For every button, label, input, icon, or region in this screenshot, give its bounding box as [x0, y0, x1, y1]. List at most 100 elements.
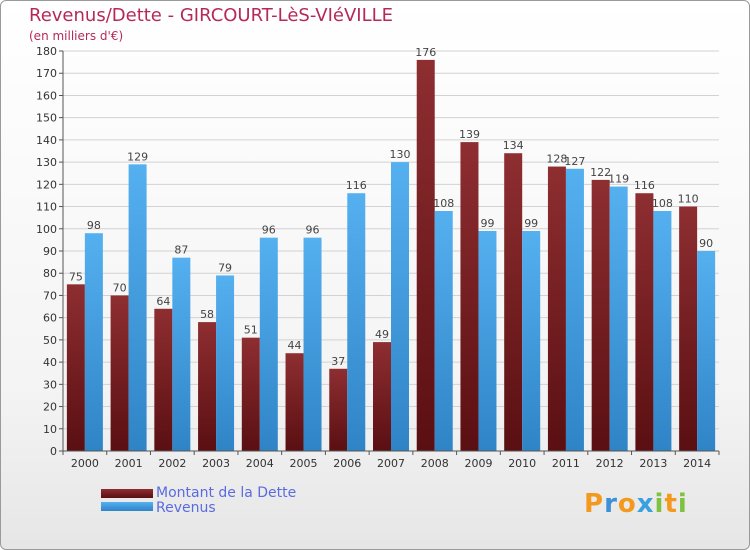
x-tick-label: 2008	[421, 457, 449, 470]
bar-revenus	[565, 168, 584, 451]
data-label-dette: 70	[113, 281, 127, 294]
bar-revenus	[347, 193, 366, 451]
legend-label-revenus: Revenus	[156, 500, 216, 516]
data-label-dette: 122	[590, 166, 611, 179]
data-label-revenus: 96	[262, 224, 276, 237]
y-tick-label: 140	[36, 134, 57, 147]
data-label-dette: 110	[678, 193, 699, 206]
y-tick-label: 30	[43, 378, 57, 391]
data-label-revenus: 130	[390, 148, 411, 161]
bar-revenus	[478, 231, 497, 451]
legend-swatch-dette	[101, 489, 153, 498]
x-tick-label: 2007	[377, 457, 405, 470]
y-tick-label: 160	[36, 89, 57, 102]
bar-dette	[241, 337, 260, 451]
y-tick-label: 90	[43, 245, 57, 258]
bar-dette	[416, 59, 435, 452]
data-label-dette: 64	[156, 295, 170, 308]
bar-dette	[154, 308, 173, 451]
legend-swatch-revenus	[101, 502, 153, 511]
x-tick-label: 2010	[508, 457, 536, 470]
x-tick-label: 2004	[246, 457, 274, 470]
proxiti-logo: Proxiti	[584, 489, 688, 519]
data-label-dette: 128	[546, 153, 567, 166]
bar-revenus	[697, 251, 716, 451]
y-tick-label: 50	[43, 334, 57, 347]
bar-revenus	[609, 186, 628, 452]
x-tick-label: 2014	[683, 457, 711, 470]
data-label-dette: 37	[331, 355, 345, 368]
data-label-revenus: 116	[346, 179, 367, 192]
legend-label-dette: Montant de la Dette	[156, 485, 297, 501]
x-tick-label: 2000	[71, 457, 99, 470]
x-tick-label: 2005	[290, 457, 318, 470]
bar-revenus	[216, 275, 235, 451]
bar-dette	[198, 322, 217, 451]
logo-letter: P	[584, 489, 605, 519]
bar-revenus	[653, 211, 672, 451]
bar-dette	[679, 206, 698, 451]
chart-title: Revenus/Dette - GIRCOURT-LèS-VIéVILLE	[29, 5, 394, 26]
data-label-revenus: 108	[433, 197, 454, 210]
y-tick-label: 10	[43, 423, 57, 436]
data-label-dette: 176	[415, 46, 436, 59]
bar-dette	[329, 368, 348, 451]
y-tick-label: 130	[36, 156, 57, 169]
data-label-revenus: 129	[127, 150, 148, 163]
x-tick-label: 2011	[552, 457, 580, 470]
bar-dette	[66, 284, 85, 451]
bar-dette	[635, 193, 654, 451]
data-label-revenus: 127	[564, 155, 585, 168]
data-label-revenus: 87	[174, 244, 188, 257]
y-tick-label: 70	[43, 289, 57, 302]
bar-dette	[504, 153, 523, 451]
y-tick-label: 40	[43, 356, 57, 369]
data-label-dette: 44	[288, 339, 302, 352]
bar-dette	[285, 353, 304, 451]
bar-dette	[110, 295, 129, 451]
y-tick-label: 110	[36, 201, 57, 214]
logo-letter: i	[677, 489, 688, 519]
data-label-dette: 58	[200, 308, 214, 321]
data-label-revenus: 96	[306, 224, 320, 237]
x-tick-label: 2001	[115, 457, 143, 470]
data-label-dette: 134	[503, 139, 524, 152]
bar-dette	[547, 166, 566, 452]
data-label-revenus: 79	[218, 261, 232, 274]
bar-revenus	[434, 211, 453, 451]
bar-dette	[591, 179, 610, 451]
x-tick-label: 2012	[596, 457, 624, 470]
y-tick-label: 150	[36, 112, 57, 125]
y-tick-label: 60	[43, 312, 57, 325]
logo-letter: r	[604, 489, 618, 519]
data-label-dette: 75	[69, 270, 83, 283]
bar-revenus	[172, 257, 191, 451]
x-tick-label: 2009	[464, 457, 492, 470]
x-tick-label: 2013	[639, 457, 667, 470]
y-tick-label: 80	[43, 267, 57, 280]
logo-letter: x	[636, 489, 655, 519]
bar-revenus	[522, 231, 541, 451]
data-label-revenus: 99	[524, 217, 538, 230]
y-tick-label: 170	[36, 67, 57, 80]
x-tick-label: 2006	[333, 457, 361, 470]
data-label-revenus: 90	[699, 237, 713, 250]
data-label-dette: 49	[375, 328, 389, 341]
chart-subtitle: (en milliers d'€)	[29, 29, 124, 43]
logo-letter: t	[664, 489, 678, 519]
logo-letter: o	[617, 489, 637, 519]
bar-revenus	[259, 237, 278, 451]
bar-revenus	[391, 162, 409, 451]
x-tick-label: 2002	[158, 457, 186, 470]
bar-revenus	[84, 233, 103, 451]
y-tick-label: 100	[36, 223, 57, 236]
data-label-revenus: 108	[652, 197, 673, 210]
data-label-revenus: 98	[87, 219, 101, 232]
bar-revenus	[128, 164, 147, 452]
y-tick-label: 180	[36, 45, 57, 58]
data-label-revenus: 99	[480, 217, 494, 230]
data-label-dette: 139	[459, 128, 480, 141]
y-tick-label: 0	[50, 445, 57, 458]
